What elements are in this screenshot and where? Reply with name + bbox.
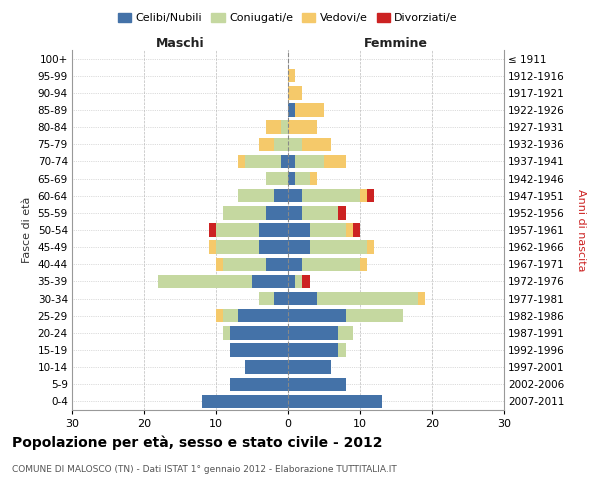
Bar <box>238 154 245 168</box>
Legend: Celibi/Nubili, Coniugati/e, Vedovi/e, Divorziati/e: Celibi/Nubili, Coniugati/e, Vedovi/e, Di… <box>113 8 463 28</box>
Bar <box>418 292 425 306</box>
Bar <box>317 292 418 306</box>
Bar <box>266 258 288 271</box>
Bar <box>360 189 367 202</box>
Bar <box>288 274 295 288</box>
Bar <box>338 326 353 340</box>
Bar <box>288 138 302 151</box>
Y-axis label: Anni di nascita: Anni di nascita <box>576 188 586 271</box>
Bar <box>353 224 360 236</box>
Bar <box>209 240 216 254</box>
Bar <box>302 189 360 202</box>
Bar <box>302 138 331 151</box>
Bar <box>238 309 288 322</box>
Bar <box>216 258 223 271</box>
Bar <box>158 274 252 288</box>
Text: Popolazione per età, sesso e stato civile - 2012: Popolazione per età, sesso e stato civil… <box>12 435 383 450</box>
Bar <box>288 360 331 374</box>
Bar <box>310 224 346 236</box>
Bar <box>295 172 310 186</box>
Bar <box>238 189 274 202</box>
Bar <box>274 189 288 202</box>
Bar <box>216 240 259 254</box>
Bar <box>288 86 302 100</box>
Bar <box>302 206 338 220</box>
Bar <box>230 378 288 391</box>
Bar <box>295 274 302 288</box>
Bar <box>259 224 288 236</box>
Bar <box>274 138 288 151</box>
Bar <box>245 360 288 374</box>
Bar <box>360 258 367 271</box>
Bar <box>302 274 310 288</box>
Bar <box>288 344 338 356</box>
Bar <box>288 240 310 254</box>
Bar <box>338 206 346 220</box>
Bar <box>223 206 266 220</box>
Bar <box>274 292 288 306</box>
Bar <box>367 240 374 254</box>
Bar <box>288 104 295 117</box>
Bar <box>252 274 288 288</box>
Bar <box>202 394 288 408</box>
Bar <box>302 258 360 271</box>
Bar <box>288 394 382 408</box>
Bar <box>324 154 346 168</box>
Bar <box>259 240 288 254</box>
Bar <box>288 189 302 202</box>
Bar <box>266 172 288 186</box>
Bar <box>259 292 274 306</box>
Bar <box>338 344 346 356</box>
Bar <box>223 258 266 271</box>
Bar <box>230 326 288 340</box>
Bar <box>288 69 295 82</box>
Bar <box>245 154 281 168</box>
Bar <box>281 120 288 134</box>
Bar <box>288 258 302 271</box>
Bar <box>288 172 295 186</box>
Text: Maschi: Maschi <box>155 37 205 50</box>
Bar <box>259 138 274 151</box>
Bar <box>288 309 346 322</box>
Bar <box>223 326 230 340</box>
Bar <box>295 154 324 168</box>
Bar <box>295 104 324 117</box>
Bar <box>288 378 346 391</box>
Y-axis label: Fasce di età: Fasce di età <box>22 197 32 263</box>
Bar <box>310 172 317 186</box>
Bar <box>346 309 403 322</box>
Bar <box>288 120 317 134</box>
Bar <box>266 206 288 220</box>
Bar <box>310 240 367 254</box>
Text: Femmine: Femmine <box>364 37 428 50</box>
Bar <box>223 309 238 322</box>
Bar <box>367 189 374 202</box>
Bar <box>216 309 223 322</box>
Bar <box>216 224 259 236</box>
Bar <box>288 326 338 340</box>
Bar <box>288 292 317 306</box>
Text: COMUNE DI MALOSCO (TN) - Dati ISTAT 1° gennaio 2012 - Elaborazione TUTTITALIA.IT: COMUNE DI MALOSCO (TN) - Dati ISTAT 1° g… <box>12 465 397 474</box>
Bar <box>288 224 310 236</box>
Bar <box>288 206 302 220</box>
Bar <box>209 224 216 236</box>
Bar <box>281 154 288 168</box>
Bar <box>230 344 288 356</box>
Bar <box>346 224 353 236</box>
Bar <box>266 120 281 134</box>
Bar <box>288 154 295 168</box>
